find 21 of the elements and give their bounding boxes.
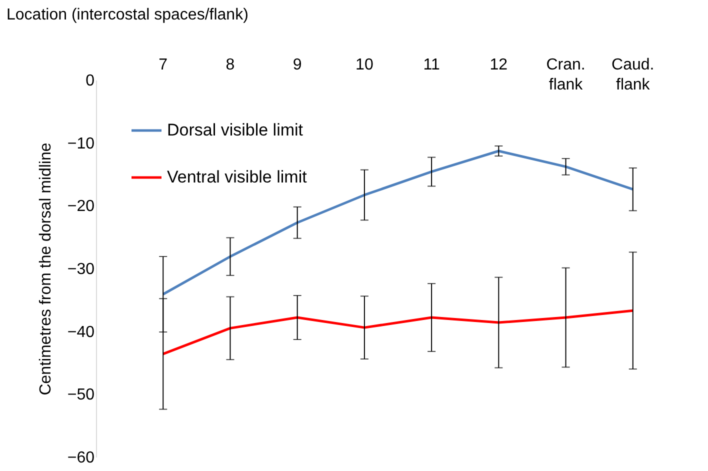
x-tick-label: Cran. flank [546,56,586,94]
x-tick-label: 10 [356,56,374,74]
y-tick-label: −60 [67,450,95,466]
x-tick-label: 11 [423,56,440,74]
y-tick-label: −20 [67,198,95,216]
x-tick-label: 12 [490,56,508,74]
legend-label: Dorsal visible limit [167,120,304,140]
y-tick-label: −40 [67,324,95,341]
x-tick-label: 9 [292,56,302,74]
y-tick-label: 0 [86,72,95,90]
y-tick-label: −30 [67,261,95,278]
x-tick-label: 7 [158,56,168,74]
line-series [162,150,634,296]
y-axis-title: Centimetres from the dorsal midline [37,142,54,396]
y-tick-label: −10 [67,135,95,152]
x-tick-label: 8 [226,56,235,74]
line-series [162,309,634,356]
legend-label: Ventral visible limit [167,168,308,186]
y-tick-label: −50 [67,386,95,404]
x-axis-title: Location (intercostal spaces/flank) [6,6,248,24]
x-tick-label: Caud. flank [612,56,654,94]
